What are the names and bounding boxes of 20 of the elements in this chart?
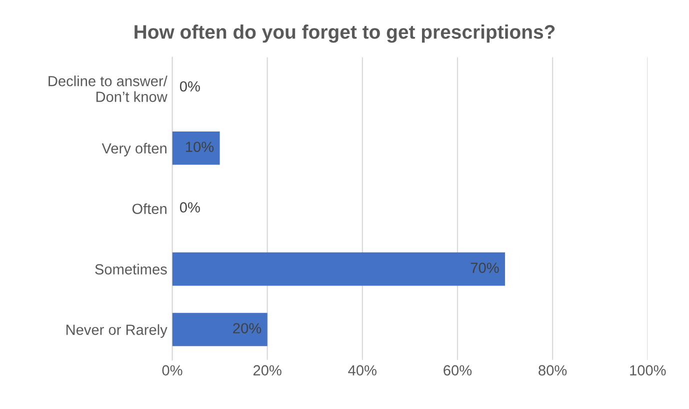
bar (172, 312, 268, 346)
y-tick-label: Sometimes (95, 264, 167, 274)
bar (172, 252, 506, 286)
x-tick-label: 100% (630, 365, 666, 376)
y-tick-label: Very often (102, 142, 166, 156)
chart-title: How often do you forget to get prescriptions? (134, 24, 555, 43)
x-tick-label: 80% (538, 365, 567, 376)
y-tick-label: Often (132, 203, 166, 214)
y-tick-label: Never or Rarely (66, 324, 168, 338)
data-label: 10% (186, 142, 214, 152)
x-tick-label: 0% (162, 365, 182, 376)
x-tick-label: 40% (348, 365, 376, 376)
data-label: 70% (470, 262, 499, 273)
data-label: 0% (180, 202, 200, 213)
bar (172, 131, 220, 165)
y-tick-label: Decline to answer/ Don’t know (48, 76, 168, 102)
data-label: 0% (180, 81, 200, 92)
data-label: 20% (233, 323, 262, 334)
x-tick-label: 60% (444, 365, 472, 376)
x-tick-label: 20% (253, 365, 282, 376)
